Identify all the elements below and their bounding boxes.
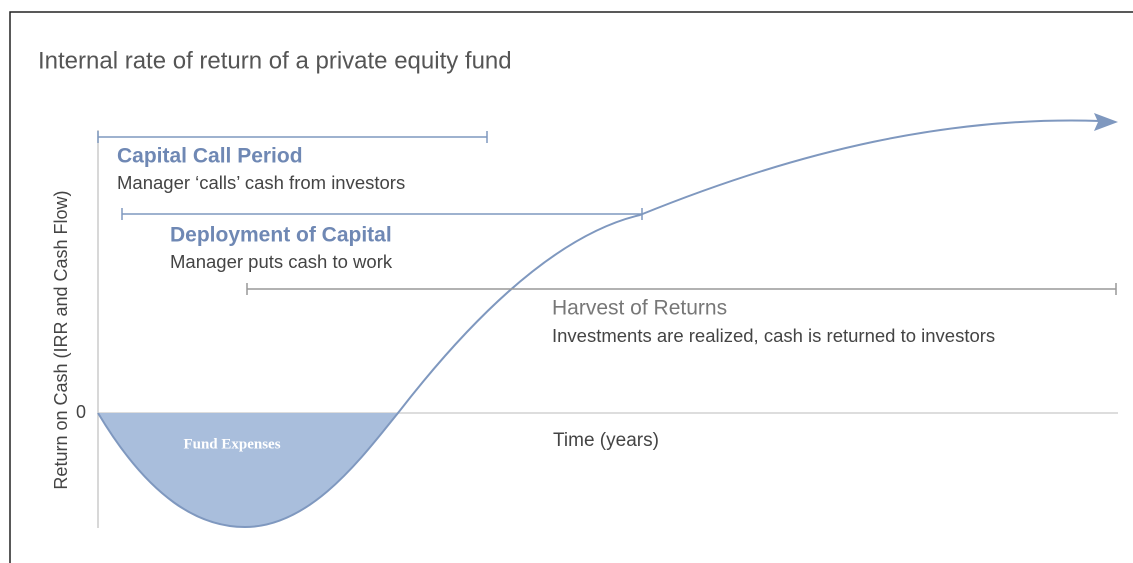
phase: Deployment of Capital Manager puts cash … <box>121 208 643 272</box>
phase-description: Manager puts cash to work <box>170 251 393 272</box>
title: Internal rate of return of a private equ… <box>38 47 512 74</box>
phase: Capital Call Period Manager ‘calls’ cash… <box>97 131 488 193</box>
zero-label: 0 <box>76 402 86 422</box>
phase-title: Deployment of Capital <box>170 224 392 247</box>
j-curve <box>97 119 1101 529</box>
phase-title: Capital Call Period <box>117 145 303 168</box>
x-axis-label: Time (years) <box>553 430 659 451</box>
frame <box>9 11 1133 563</box>
y-axis-label: Return on Cash (IRR and Cash Flow) <box>51 190 71 489</box>
phase: Harvest of Returns Investments are reali… <box>246 283 1117 346</box>
arrowhead <box>1094 113 1118 131</box>
phase-description: Manager ‘calls’ cash from investors <box>117 172 405 193</box>
phase-title: Harvest of Returns <box>552 297 727 320</box>
fund-expenses-label: Fund Expenses <box>183 436 280 452</box>
phase-description: Investments are realized, cash is return… <box>552 325 995 346</box>
fund-expenses-area <box>98 413 398 527</box>
